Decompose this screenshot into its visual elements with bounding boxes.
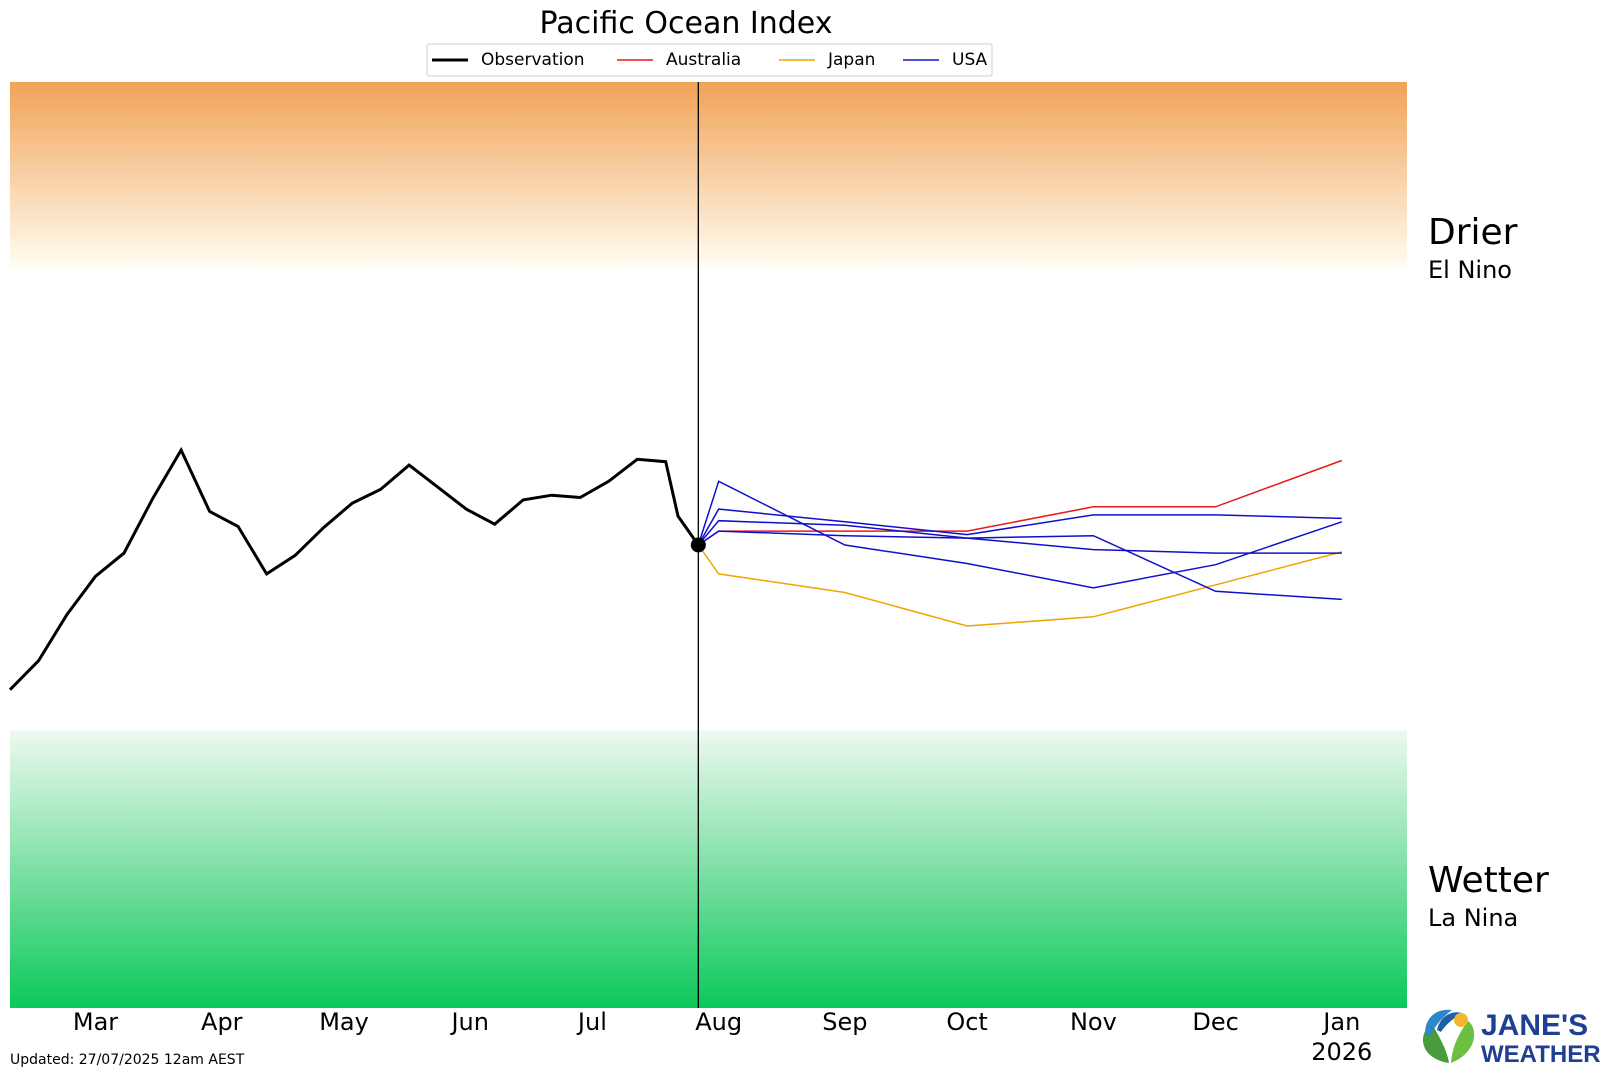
logo-line-1: JANE'S: [1481, 1009, 1588, 1042]
x-tick-label-nov: Nov: [1070, 1008, 1117, 1036]
x-tick-label-apr: Apr: [201, 1008, 243, 1036]
x-axis-ticks: Mar Apr May Jun Jul Aug Sep Oct Nov Dec Jan: [73, 1008, 1360, 1036]
leaf-icon: [1423, 1009, 1475, 1063]
legend-label-usa: USA: [952, 50, 988, 70]
lower-zone-subtitle: La Nina: [1428, 904, 1518, 932]
series-line-observation-0: [8, 446, 700, 691]
x-tick-label-dec: Dec: [1192, 1008, 1238, 1036]
x-tick-label-mar: Mar: [73, 1008, 118, 1036]
series-line-japan-2: [697, 544, 1342, 627]
legend-label-japan: Japan: [827, 50, 875, 70]
series-layer: [8, 446, 1343, 691]
x-axis-year-label: 2026: [1311, 1038, 1372, 1066]
legend: Observation Australia Japan USA: [426, 43, 993, 77]
x-tick-label-jul: Jul: [576, 1008, 607, 1036]
series-line-usa-3: [697, 480, 1343, 589]
x-tick-label-oct: Oct: [946, 1008, 988, 1036]
x-tick-label-may: May: [319, 1008, 369, 1036]
logo-line-2: WEATHER: [1481, 1041, 1601, 1068]
x-tick-label-jan: Jan: [1321, 1008, 1360, 1036]
series-line-usa-6: [697, 530, 1342, 601]
forecast-start-marker: [690, 537, 706, 553]
updated-timestamp: Updated: 27/07/2025 12am AEST: [10, 1052, 245, 1068]
legend-label-observation: Observation: [481, 50, 585, 70]
janes-weather-logo: JANE'S WEATHER: [1423, 1009, 1601, 1068]
upper-zone-subtitle: El Nino: [1428, 256, 1512, 284]
la-nina-zone: [10, 730, 1407, 1008]
x-tick-label-jun: Jun: [449, 1008, 489, 1036]
chart-title: Pacific Ocean Index: [540, 6, 833, 41]
upper-zone-title: Drier: [1428, 212, 1518, 253]
series-line-australia-1: [697, 459, 1343, 546]
legend-box: [426, 43, 993, 77]
x-tick-label-aug: Aug: [695, 1008, 742, 1036]
series-line-usa-4: [697, 508, 1342, 546]
el-nino-zone: [10, 82, 1407, 268]
x-tick-label-sep: Sep: [822, 1008, 867, 1036]
lower-zone-title: Wetter: [1428, 860, 1549, 901]
legend-label-australia: Australia: [666, 50, 741, 70]
